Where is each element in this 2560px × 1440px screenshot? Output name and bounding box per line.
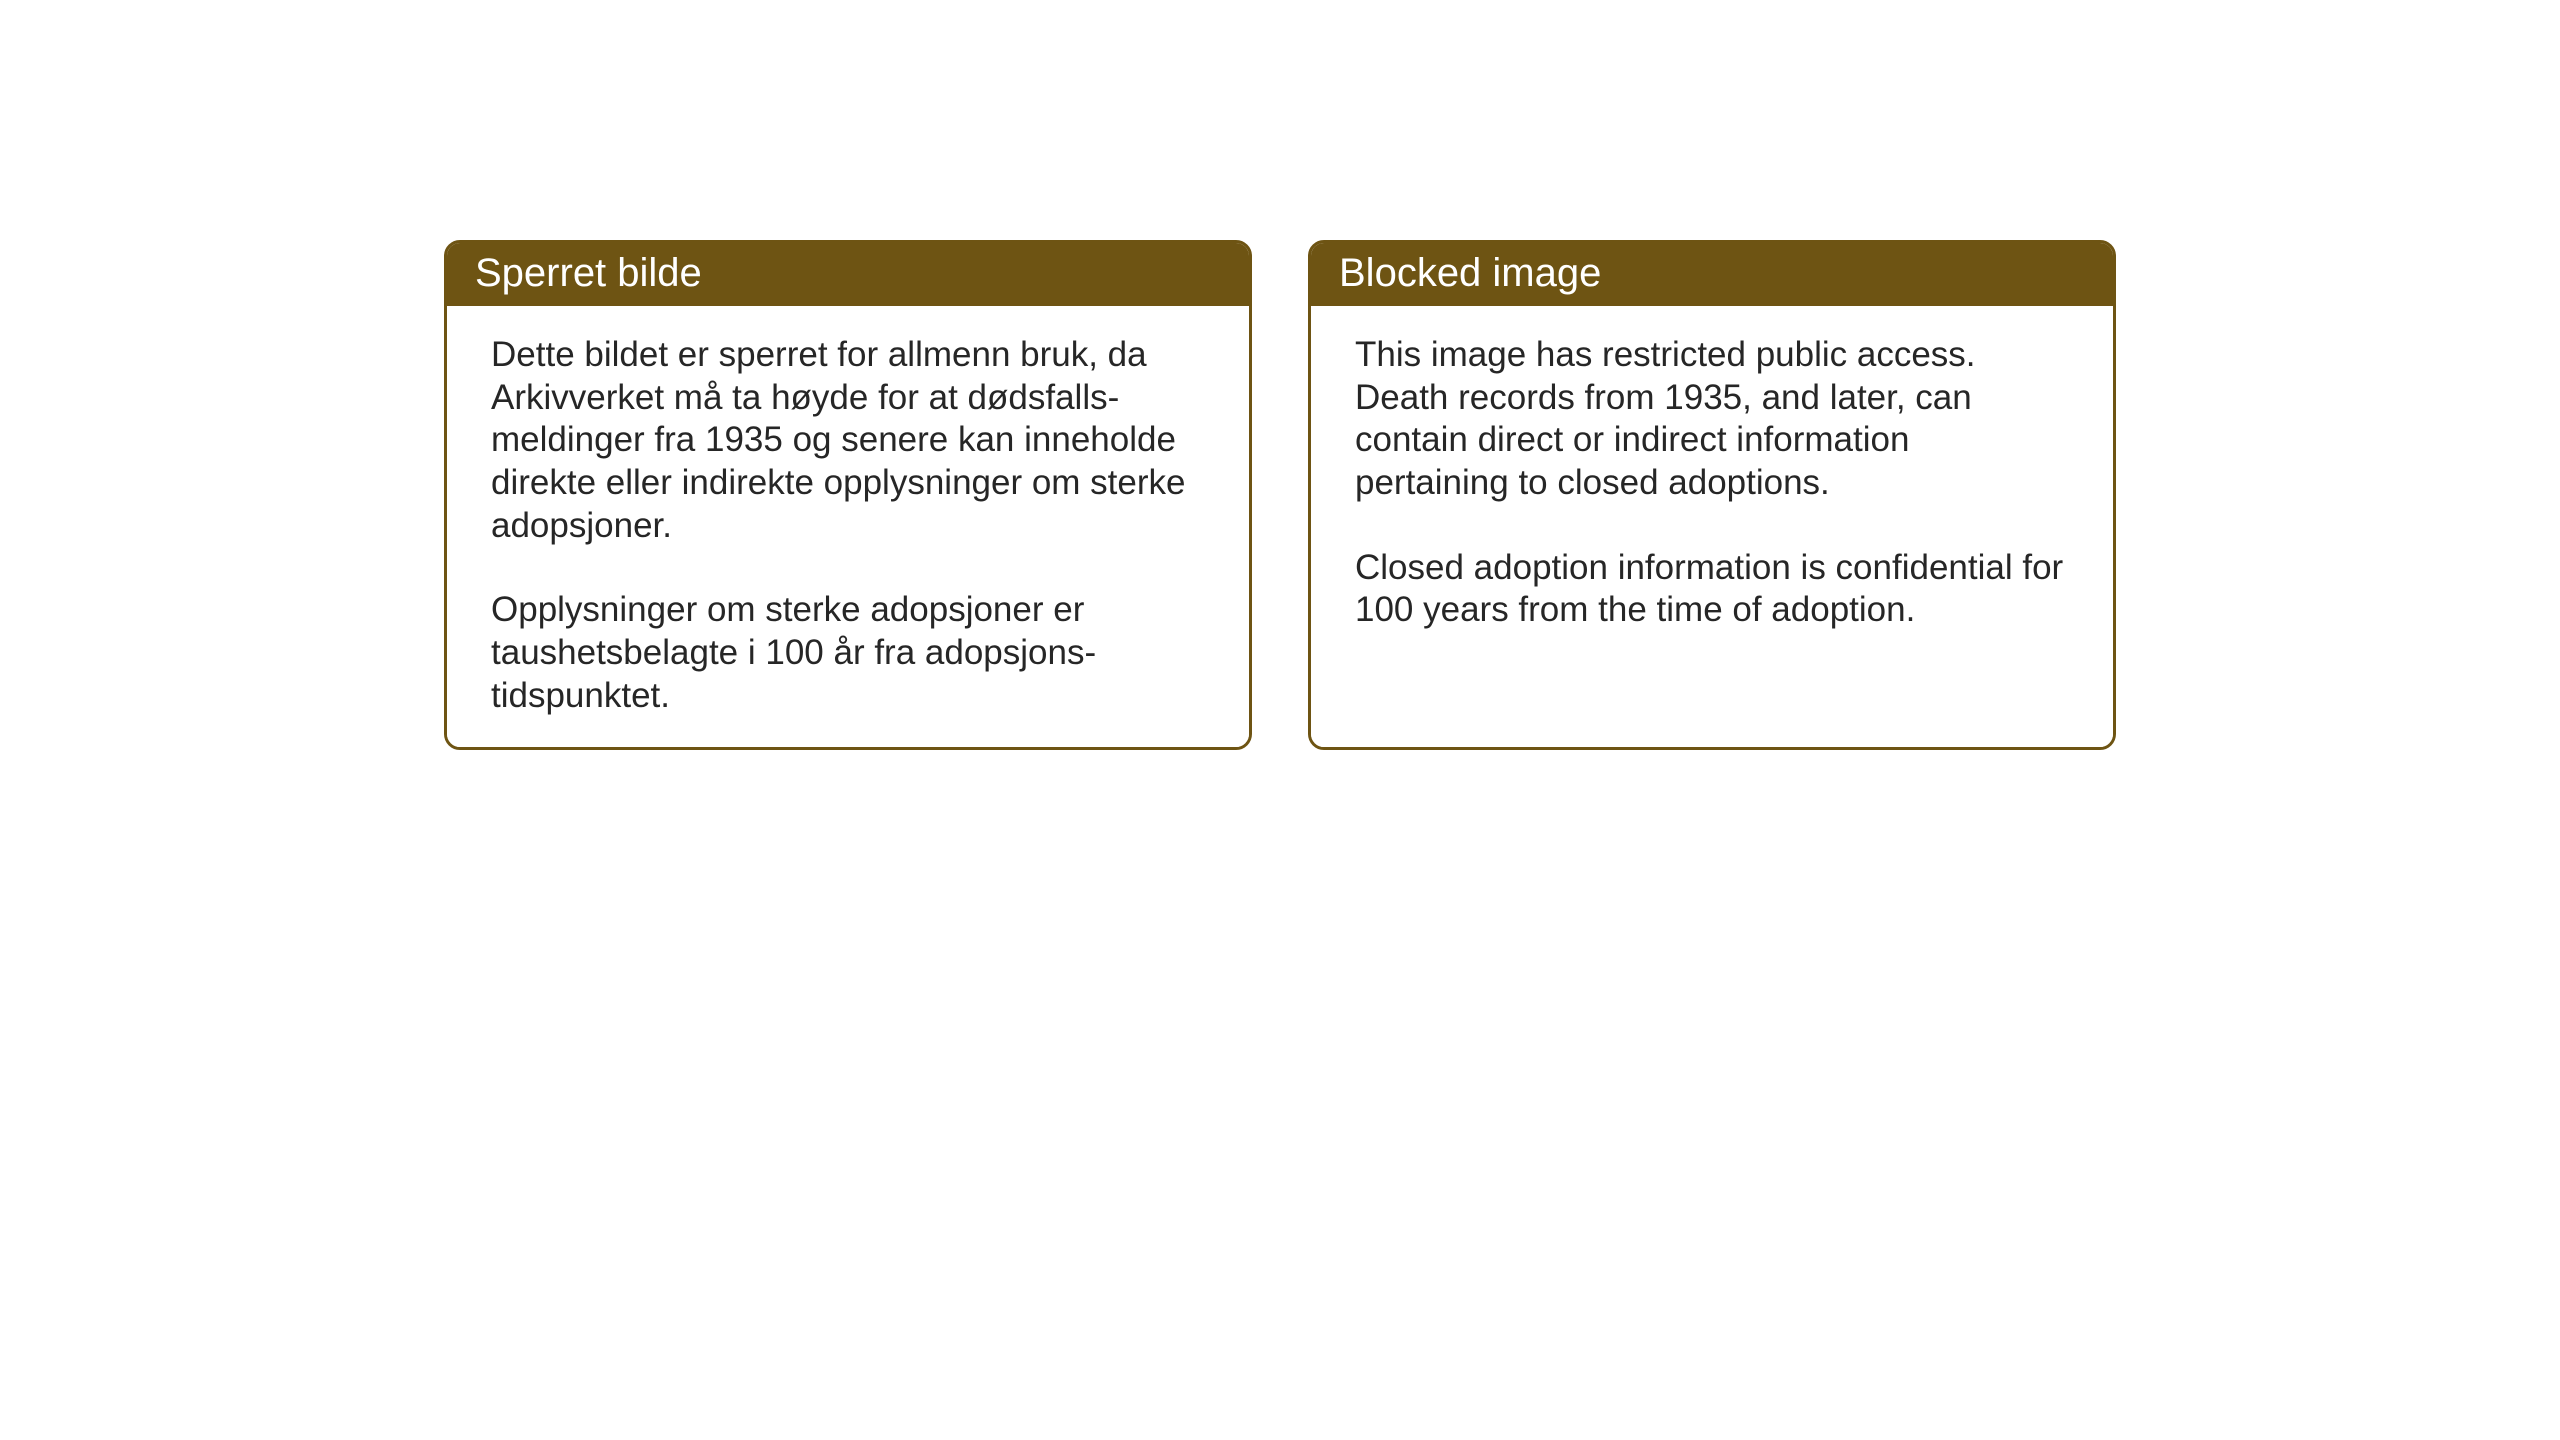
info-box-paragraph-english-2: Closed adoption information is confident… <box>1355 547 2069 632</box>
info-box-paragraph-norwegian-1: Dette bildet er sperret for allmenn bruk… <box>491 334 1205 547</box>
info-box-body-norwegian: Dette bildet er sperret for allmenn bruk… <box>447 306 1249 750</box>
info-box-paragraph-english-1: This image has restricted public access.… <box>1355 334 2069 505</box>
info-box-title-norwegian: Sperret bilde <box>475 251 702 295</box>
info-box-english: Blocked image This image has restricted … <box>1308 240 2116 750</box>
info-box-norwegian: Sperret bilde Dette bildet er sperret fo… <box>444 240 1252 750</box>
info-box-paragraph-norwegian-2: Opplysninger om sterke adopsjoner er tau… <box>491 589 1205 717</box>
info-box-header-norwegian: Sperret bilde <box>447 243 1249 306</box>
info-box-header-english: Blocked image <box>1311 243 2113 306</box>
info-box-title-english: Blocked image <box>1339 251 1601 295</box>
info-boxes-container: Sperret bilde Dette bildet er sperret fo… <box>444 240 2116 750</box>
info-box-body-english: This image has restricted public access.… <box>1311 306 2113 747</box>
